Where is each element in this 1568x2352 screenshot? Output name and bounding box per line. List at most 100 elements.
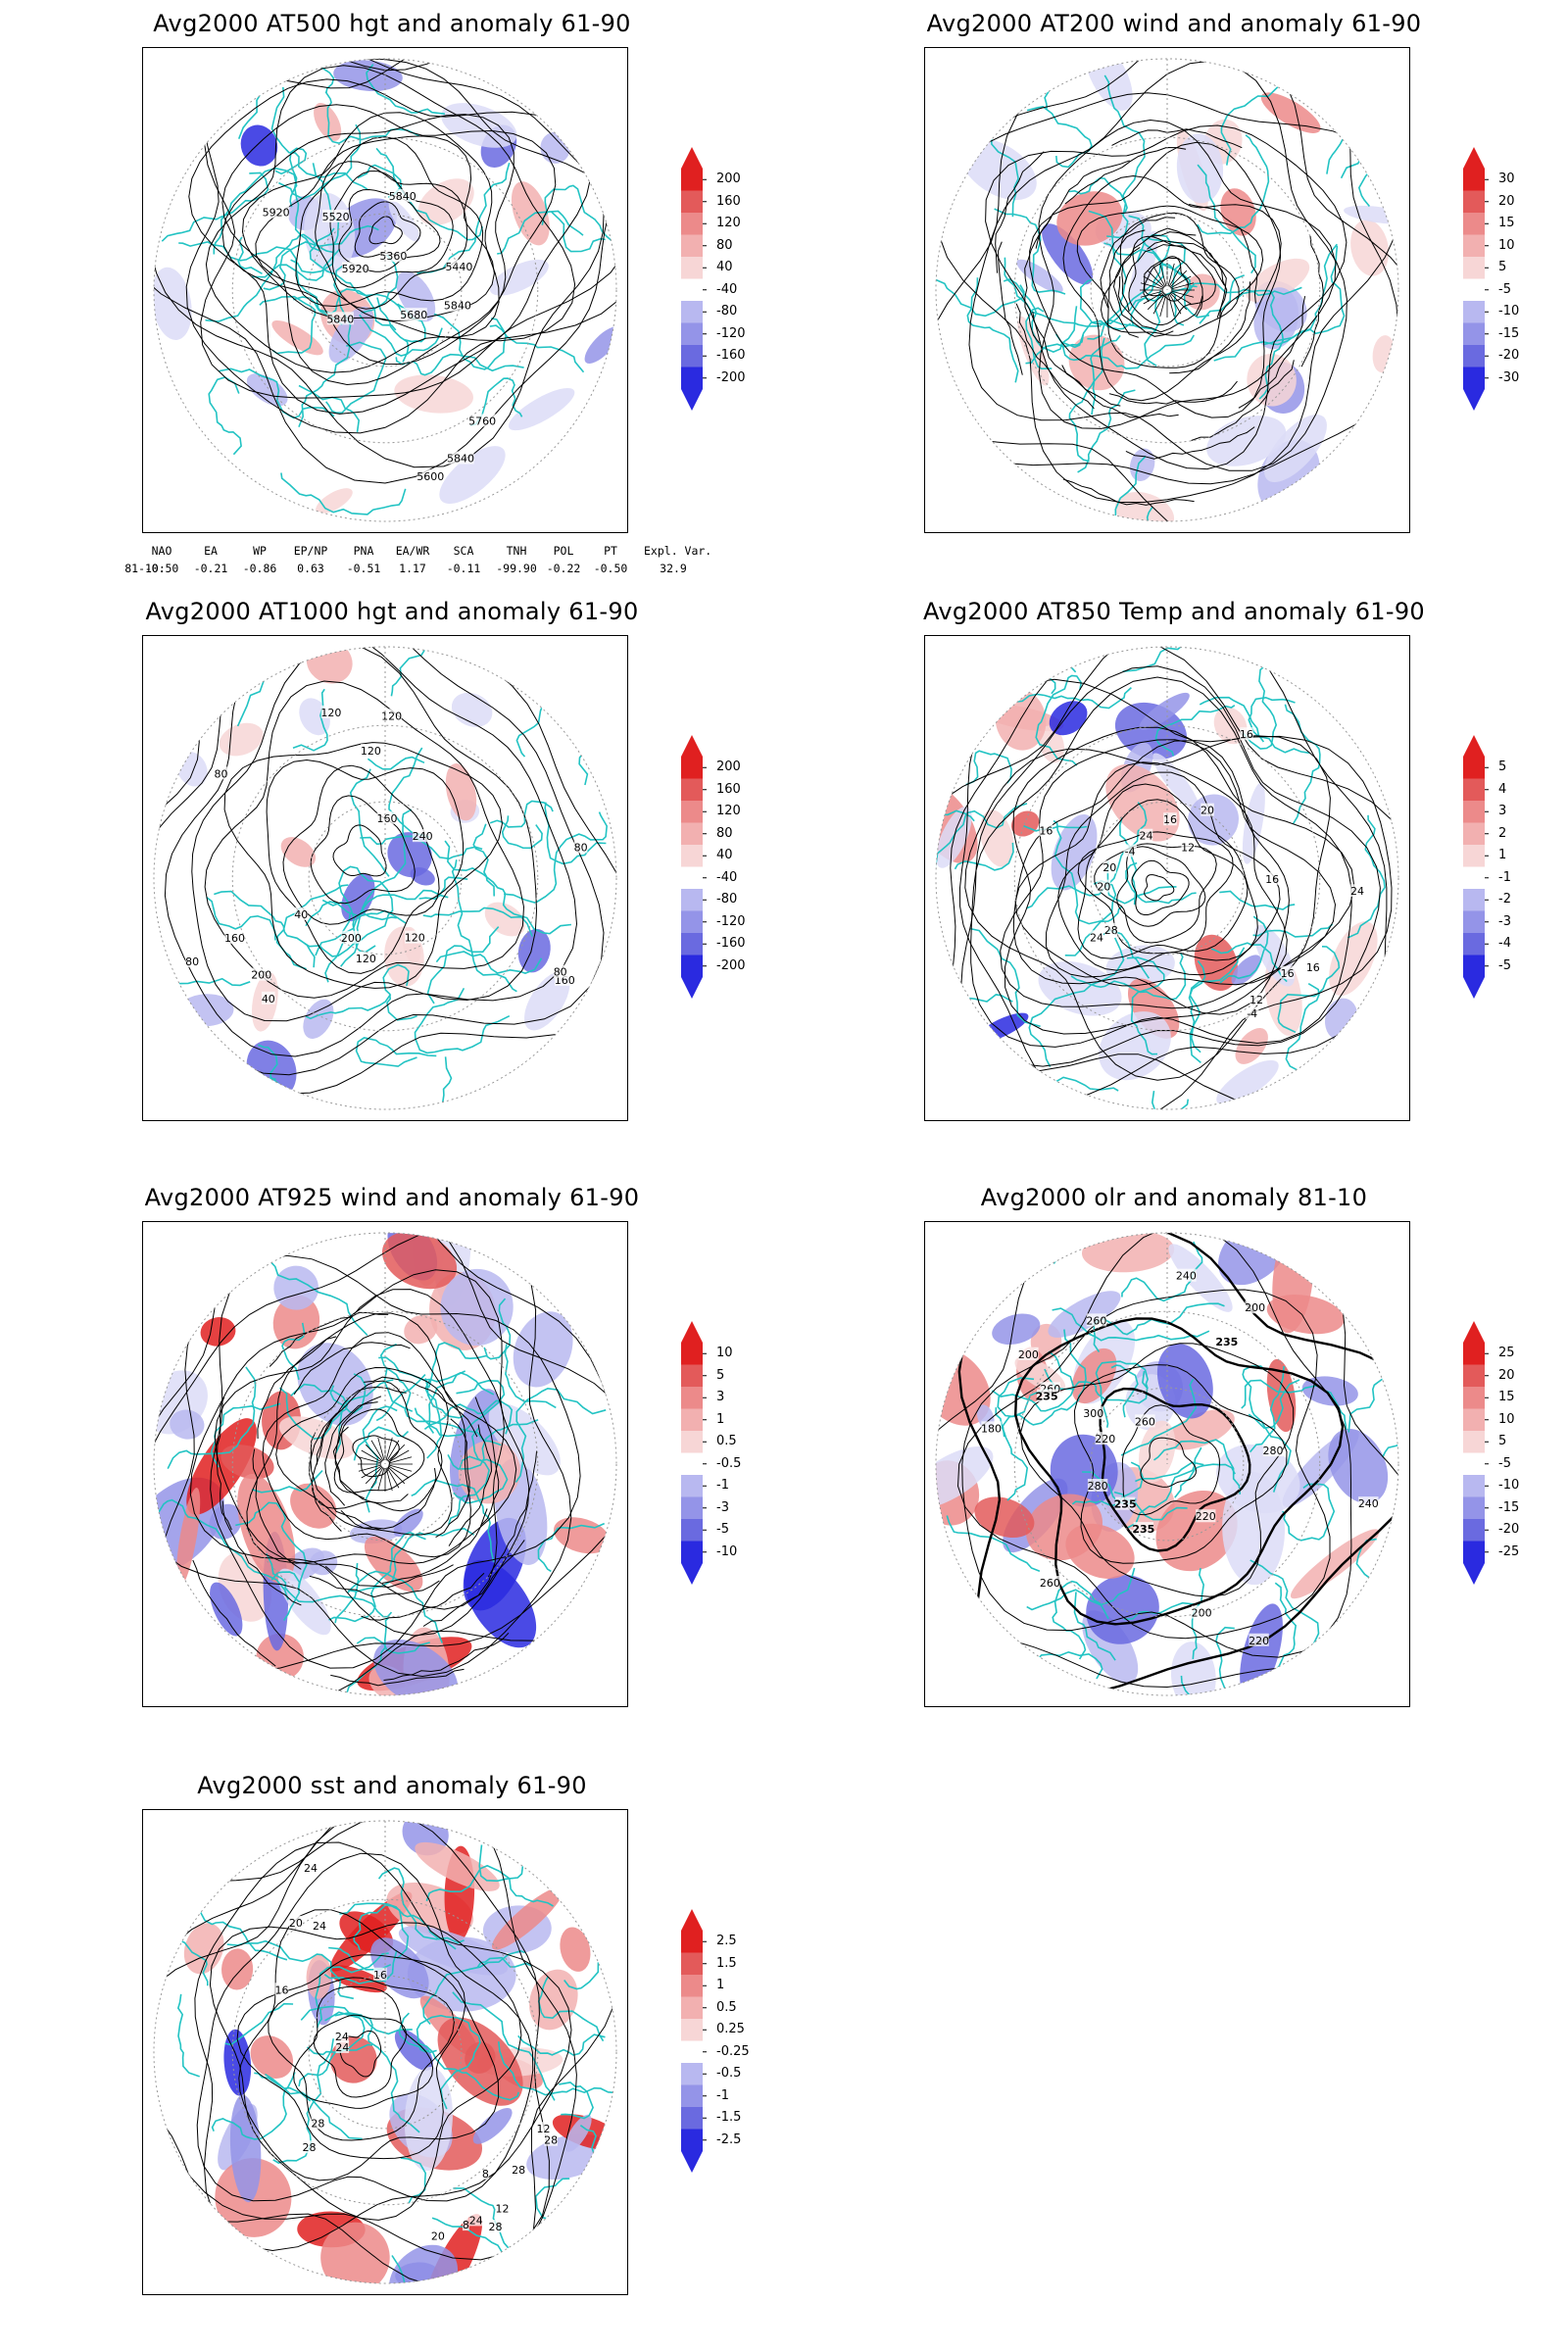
coastline xyxy=(1064,647,1184,673)
coastline xyxy=(379,1343,414,1412)
colorbar-tick-label: -160 xyxy=(716,936,746,952)
positive-anomaly-region xyxy=(381,1233,458,1290)
coastline xyxy=(411,1479,495,1562)
negative-anomaly-region xyxy=(489,259,549,296)
contour-line xyxy=(154,59,605,468)
contour-label-background xyxy=(468,414,496,427)
coastline xyxy=(382,963,417,1021)
coastline xyxy=(237,236,263,274)
colorbar-tick-label: 10 xyxy=(716,1346,733,1361)
positive-anomaly-region xyxy=(325,1964,387,1993)
colorbar-tick-label: -1.5 xyxy=(716,2110,742,2126)
contour-label-background xyxy=(251,967,271,981)
wind-streamline xyxy=(382,1508,488,1584)
contour-line xyxy=(352,1435,400,1478)
colorbar-segment xyxy=(1463,845,1485,867)
coastline xyxy=(1340,71,1398,179)
wind-streamline xyxy=(252,1448,302,1570)
contour-label-background xyxy=(1216,1334,1238,1348)
table-cell: -0.86 xyxy=(242,562,277,575)
coastline xyxy=(1049,1233,1065,1264)
negative-anomaly-region xyxy=(388,200,420,242)
colorbar-segment xyxy=(681,955,703,977)
colorbar-tick-label: 80 xyxy=(716,237,733,253)
table-header-cell: EA/WR xyxy=(395,544,430,558)
coastline xyxy=(349,768,390,877)
colorbar-segment xyxy=(681,345,703,368)
table-header-cell: PNA xyxy=(353,544,374,558)
wind-vector xyxy=(365,1444,383,1462)
coastline xyxy=(321,899,376,954)
colorbar-segment xyxy=(1463,301,1485,323)
wind-streamline xyxy=(1124,244,1225,286)
colorbar-arrow-top xyxy=(1463,147,1485,169)
wind-vector xyxy=(365,1466,383,1485)
contour-line xyxy=(194,1841,572,2252)
coastline xyxy=(514,1387,607,1483)
contour-label: 12 xyxy=(1250,994,1263,1006)
negative-anomaly-region xyxy=(1085,59,1133,111)
positive-anomaly-region xyxy=(511,181,550,246)
contour-label-background xyxy=(1358,1496,1379,1510)
positive-anomaly-region xyxy=(1025,1494,1103,1561)
colorbar-tick-label: -5 xyxy=(1498,1455,1511,1471)
wind-streamline xyxy=(324,1564,454,1589)
contour-label-background xyxy=(1176,1268,1197,1282)
colorbar-tick-label: -120 xyxy=(716,913,746,929)
contour-label: 240 xyxy=(1358,1497,1379,1510)
colorbar-tick-label: -0.5 xyxy=(716,1455,742,1471)
table-cell: -0.21 xyxy=(193,562,228,575)
panel-olr: Avg2000 olr and anomaly 81-10 260 235 220 2… xyxy=(914,1184,1568,1762)
wind-streamline xyxy=(1300,235,1324,368)
polar-map xyxy=(142,1221,628,1707)
colorbar-tick-label: 200 xyxy=(716,760,741,775)
map-title: Avg2000 olr and anomaly 81-10 xyxy=(980,1184,1368,1211)
colorbar-tick-label: 120 xyxy=(716,804,741,819)
negative-anomaly-region xyxy=(303,999,334,1039)
contour-label-background xyxy=(1350,884,1364,898)
positive-anomaly-region xyxy=(1068,334,1125,391)
contour-line xyxy=(196,1852,534,2202)
map-title: Avg2000 AT925 wind and anomaly 61-90 xyxy=(144,1184,640,1211)
coastline xyxy=(1128,215,1191,294)
positive-anomaly-region xyxy=(316,488,353,514)
contour-label: 28 xyxy=(489,2221,503,2233)
wind-vector xyxy=(361,1449,382,1463)
contour-label-background xyxy=(1196,1509,1216,1523)
wind-vector xyxy=(1170,291,1192,305)
contour-line xyxy=(1000,739,1337,1009)
coastline xyxy=(414,988,511,1054)
coastline xyxy=(1139,506,1204,521)
negative-anomaly-region xyxy=(393,1508,423,1538)
colorbar-segment xyxy=(1463,213,1485,235)
contour-label: 20 xyxy=(431,2230,445,2242)
coastline xyxy=(422,1949,525,2026)
colorbar-segment xyxy=(1463,345,1485,368)
contour-label: 240 xyxy=(413,830,433,843)
coastline xyxy=(161,172,270,242)
wind-vector xyxy=(1170,290,1195,298)
coastline xyxy=(390,647,465,697)
contour-line xyxy=(332,824,387,877)
table-header-cell: PT xyxy=(604,544,617,558)
coastline xyxy=(276,59,335,93)
colorbar-segment xyxy=(681,190,703,213)
wind-vector xyxy=(377,1467,385,1492)
table-header-cell: Expl. Var. xyxy=(644,544,712,558)
colorbar-segment xyxy=(1463,889,1485,911)
contour-label: 80 xyxy=(185,956,199,968)
coastline xyxy=(936,803,1028,878)
coastline xyxy=(309,227,406,319)
coastline xyxy=(501,815,543,850)
wind-streamline xyxy=(1015,303,1095,410)
contour-label-background xyxy=(311,2116,325,2130)
colorbar-segment xyxy=(1463,933,1485,956)
colorbar-tick-label: -1 xyxy=(716,2087,729,2103)
colorbar-tick-label: 120 xyxy=(716,216,741,231)
colorbar-segment xyxy=(681,1387,703,1409)
colorbar-segment xyxy=(681,1952,703,1975)
coastline xyxy=(355,1037,437,1067)
contour-label-background xyxy=(1040,1575,1060,1589)
contour-label-background xyxy=(462,2218,469,2231)
coastline xyxy=(435,951,543,974)
